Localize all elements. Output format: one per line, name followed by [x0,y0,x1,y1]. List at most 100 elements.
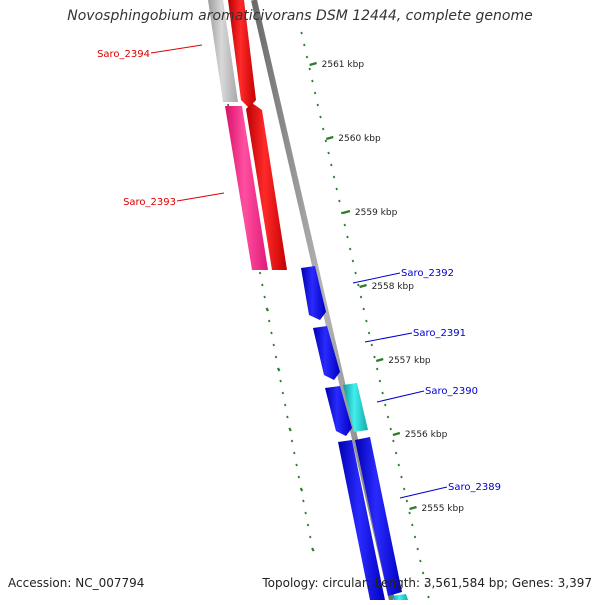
outer-tick-track [300,31,430,599]
track-dot [283,403,287,407]
track-dot [330,163,333,167]
gene-label-saro-2394[interactable]: Saro_2394 [97,44,203,60]
scale-tick-mark [325,135,334,141]
track-dot [281,391,285,395]
gene-saro-2393-feature[interactable] [225,106,268,270]
track-dot [327,151,330,155]
track-dot [362,307,365,311]
track-dot [302,499,305,503]
scale-ticks: 2561 kbp 2560 kbp 2559 kbp 2558 kbp 2557 kbp… [309,60,464,514]
track-dot [226,103,230,107]
track-dot [397,463,401,467]
track-dot [381,391,384,395]
gene-saro-2390-feature-cyan[interactable] [343,383,368,432]
scale-tick-label: 2557 kbp [388,356,431,366]
track-dot [303,43,306,47]
track-dot [288,427,292,432]
gene-saro-2389-feature-outer[interactable] [355,437,402,596]
track-dot [375,367,379,371]
track-dot [348,247,352,251]
gene-saro-2393-feature-red[interactable] [246,103,287,270]
gene-label-saro-2391[interactable]: Saro_2391 [364,328,466,343]
track-dot [421,571,425,575]
gene-label-text: Saro_2393 [123,197,176,208]
track-dot [300,31,303,35]
scale-tick-label: 2561 kbp [322,60,365,70]
track-dot [276,367,281,372]
leader-line [352,272,401,284]
leader-line [150,44,203,54]
track-dot [427,595,430,599]
gene-saro-2391-feature[interactable] [313,326,340,380]
gene-saro-2394-feature-red[interactable] [228,0,256,108]
track-dot [392,439,395,443]
track-dot [335,187,338,191]
track-dot [321,127,325,131]
gene-saro-2392-feature[interactable] [301,266,326,320]
track-dot [424,583,428,587]
track-dot [346,235,349,239]
track-dot [324,139,328,143]
scale-tick-label: 2560 kbp [338,134,381,144]
track-dot [272,343,275,347]
track-dot [359,295,363,299]
track-dot [405,499,409,503]
leader-line [364,332,413,343]
track-dot [386,415,390,419]
track-dot [340,211,344,215]
gene-saro-2394-feature[interactable] [208,0,238,102]
track-dot [319,115,322,119]
track-dot [258,271,262,275]
track-dot [332,175,336,179]
scale-tick-mark [342,209,351,215]
leader-line [376,390,425,403]
track-dot [270,331,273,335]
track-dot [402,487,406,491]
track-dot [411,523,414,527]
track-dot [305,55,309,59]
track-dot [304,511,307,515]
gene-label-saro-2392[interactable]: Saro_2392 [352,268,454,284]
track-dot [365,319,368,323]
genome-summary-text: Topology: circular; Length: 3,561,584 bp… [262,576,592,590]
track-dot [263,295,266,299]
gene-saro-2389-feature[interactable] [338,440,385,600]
scale-tick-label: 2559 kbp [355,208,398,218]
track-dot [279,379,282,383]
track-dot [265,307,270,312]
track-dot [416,547,419,551]
leader-line [176,192,225,202]
gene-label-text: Saro_2394 [97,49,150,60]
track-dot [293,451,296,455]
track-dot [354,271,357,275]
track-dot [261,283,264,287]
track-dot [351,259,355,263]
gene-label-saro-2389[interactable]: Saro_2389 [399,482,501,499]
track-dot [313,91,317,95]
track-dot [299,487,304,492]
gene-label-text: Saro_2389 [448,482,501,493]
track-dot [343,223,347,227]
scale-tick-mark [392,431,401,437]
scale-tick-mark [309,61,317,67]
gene-label-text: Saro_2390 [425,386,478,397]
track-dot [309,535,312,539]
scale-tick-label: 2556 kbp [405,430,448,440]
scale-tick-mark [375,357,384,363]
track-dot [338,199,341,203]
scale-tick-mark [409,505,417,511]
map-title: Novosphingobium aromaticivorans DSM 1244… [67,8,533,24]
gene-saro-2390-feature[interactable] [325,386,352,436]
leader-line [399,486,448,499]
scale-tick-mark [359,283,367,289]
track-dot [400,475,403,479]
track-dot [311,547,315,552]
track-dot [316,103,320,107]
track-dot [297,475,301,479]
track-dot [378,379,382,383]
gene-label-saro-2393[interactable]: Saro_2393 [123,192,225,208]
gene-label-saro-2390[interactable]: Saro_2390 [376,386,478,403]
track-dot [267,319,271,323]
